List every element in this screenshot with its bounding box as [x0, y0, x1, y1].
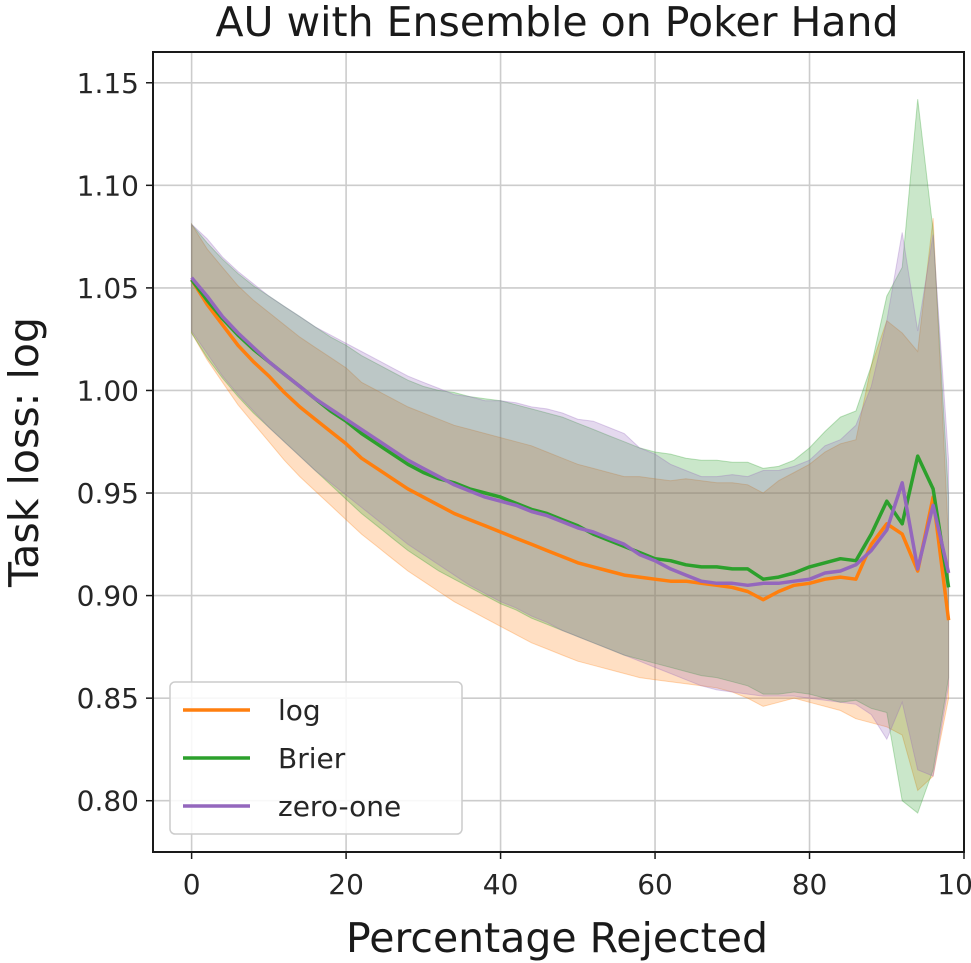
line-zero-one [190, 276, 951, 588]
confidence-bands [191, 99, 950, 814]
y-axis-label: Task loss: log [0, 317, 48, 588]
y-tick-label: 1.15 [77, 67, 139, 100]
y-tick-label: 1.05 [77, 272, 139, 305]
x-tick-label: 0 [183, 868, 201, 901]
x-tick-label: 100 [937, 868, 971, 901]
band-log [191, 218, 950, 792]
y-tick-label: 0.85 [77, 682, 139, 715]
y-tick-label: 0.95 [77, 477, 139, 510]
legend: log Brier zero-one [169, 681, 463, 835]
y-tick-label: 1.00 [77, 374, 139, 407]
legend-box [169, 681, 463, 835]
x-tick-label: 20 [328, 868, 364, 901]
series-lines [190, 276, 951, 621]
legend-label-zero-one: zero-one [278, 790, 401, 823]
x-axis-label: Percentage Rejected [346, 914, 768, 962]
band-Brier [191, 99, 950, 814]
band-zero-one [191, 223, 950, 777]
y-tick-label: 0.90 [77, 580, 139, 613]
x-tick-label: 60 [637, 868, 673, 901]
legend-label-Brier: Brier [278, 742, 346, 775]
y-tick-label: 1.10 [77, 169, 139, 202]
x-tick-label: 40 [483, 868, 519, 901]
legend-label-log: log [278, 694, 321, 727]
y-tick-label: 0.80 [77, 785, 139, 818]
chart-title: AU with Ensemble on Poker Hand [215, 0, 898, 46]
line-log [190, 278, 951, 621]
y-ticks: 0.80 0.85 0.90 0.95 1.00 1.05 1.10 1.15 [77, 67, 153, 818]
x-tick-label: 80 [792, 868, 828, 901]
plot-frame [152, 51, 965, 853]
x-ticks: 0 20 40 60 80 100 [183, 852, 971, 901]
